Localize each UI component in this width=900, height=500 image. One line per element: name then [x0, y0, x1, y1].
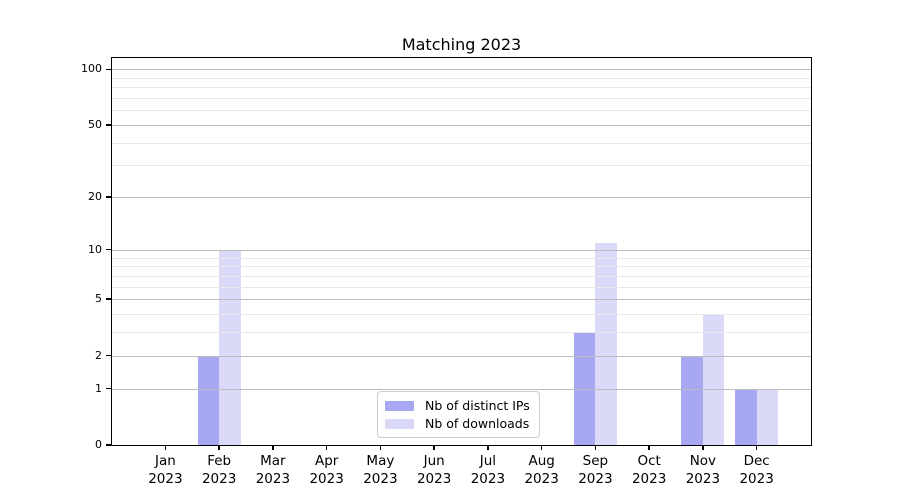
gridline-major	[112, 299, 811, 301]
gridline-minor	[112, 266, 811, 268]
x-tick-mark	[379, 445, 382, 450]
bar-downloads	[756, 388, 779, 445]
y-tick-mark	[105, 444, 112, 446]
gridline-minor	[112, 77, 811, 79]
x-tick-label: Aug 2023	[524, 453, 559, 487]
gridline-major	[112, 124, 811, 126]
gridline-major	[112, 388, 811, 390]
gridline-major	[112, 355, 811, 357]
x-tick-label: Jul 2023	[470, 453, 506, 487]
x-tick-label: Feb 2023	[201, 453, 237, 487]
gridline-minor	[112, 97, 811, 99]
gridline-minor	[112, 275, 811, 277]
plot-area: Nb of distinct IPs Nb of downloads	[112, 58, 811, 445]
x-tick-mark	[164, 445, 167, 450]
legend-item-downloads: Nb of downloads	[385, 417, 530, 430]
y-tick-label: 0	[95, 438, 102, 451]
y-tick-mark	[105, 196, 112, 198]
gridlines-layer	[112, 58, 811, 445]
bar-distinct-ips	[681, 355, 703, 445]
gridline-minor	[112, 87, 811, 89]
y-tick-label: 50	[88, 117, 102, 131]
x-tick-mark	[433, 445, 435, 450]
legend-swatch-downloads	[385, 418, 414, 429]
x-tick-label: Sep 2023	[578, 453, 613, 487]
y-tick-label: 100	[81, 62, 102, 76]
y-tick-mark	[105, 249, 112, 251]
legend-label-downloads: Nb of downloads	[425, 416, 530, 431]
y-tick-mark	[105, 124, 112, 126]
x-tick-mark	[272, 445, 274, 450]
chart-title: Matching 2023	[401, 35, 522, 54]
y-tick-mark	[105, 354, 112, 357]
x-tick-label: Mar 2023	[255, 453, 291, 487]
gridline-minor	[112, 142, 811, 144]
x-tick-label: Apr 2023	[309, 453, 344, 487]
y-tick-mark	[105, 298, 112, 300]
x-tick-mark	[540, 445, 543, 450]
x-tick-mark	[218, 445, 220, 450]
x-tick-mark	[487, 445, 489, 450]
gridline-minor	[112, 110, 811, 112]
legend-item-distinct-ips: Nb of distinct IPs	[385, 399, 530, 412]
y-tick-label: 1	[95, 381, 102, 395]
gridline-minor	[112, 286, 811, 288]
gridline-major	[112, 249, 811, 251]
x-tick-label: Nov 2023	[685, 453, 721, 487]
gridline-minor	[112, 257, 811, 259]
bar-downloads	[702, 313, 725, 445]
legend: Nb of distinct IPs Nb of downloads	[377, 391, 540, 438]
x-tick-label: Dec 2023	[739, 453, 774, 487]
y-tick-label: 2	[95, 348, 102, 362]
legend-label-distinct-ips: Nb of distinct IPs	[425, 398, 530, 413]
bar-distinct-ips	[197, 355, 220, 445]
bar-downloads	[219, 249, 241, 445]
x-tick-mark	[325, 445, 328, 450]
y-tick-label: 10	[88, 242, 102, 256]
y-tick-mark	[105, 387, 112, 390]
bar-downloads	[595, 242, 617, 445]
gridline-minor	[112, 332, 811, 334]
x-tick-label: Jan 2023	[148, 453, 183, 487]
x-tick-mark	[702, 445, 704, 450]
x-tick-label: May 2023	[363, 453, 398, 487]
gridline-minor	[112, 313, 811, 315]
x-tick-mark	[755, 445, 758, 450]
x-tick-label: Jun 2023	[416, 453, 452, 487]
gridline-major	[112, 69, 811, 71]
y-tick-mark	[105, 68, 112, 70]
gridline-major	[112, 197, 811, 199]
x-tick-mark	[594, 445, 597, 450]
y-tick-label: 5	[95, 292, 102, 306]
legend-swatch-distinct-ips	[385, 400, 414, 411]
bars-layer	[112, 58, 811, 445]
x-tick-label: Oct 2023	[631, 453, 667, 487]
bar-distinct-ips	[735, 388, 757, 445]
y-tick-label: 20	[88, 190, 102, 204]
gridline-minor	[112, 165, 811, 167]
x-tick-mark	[648, 445, 650, 450]
